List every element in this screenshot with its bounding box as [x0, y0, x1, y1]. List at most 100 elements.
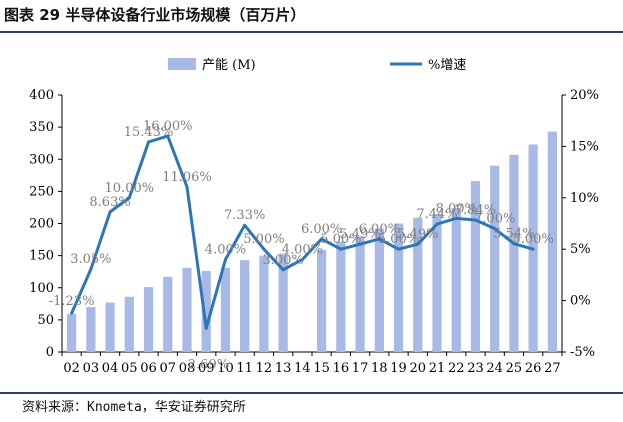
left-tick-label: 300 [29, 152, 54, 167]
x-tick-label: 22 [448, 361, 465, 376]
right-tick-label: 20% [570, 88, 599, 103]
line-data-label: 5.54% [493, 227, 534, 242]
line-point [397, 247, 401, 251]
line-data-label: -1.23% [49, 294, 95, 309]
line-point [416, 242, 420, 246]
line-point [358, 242, 362, 246]
line-point [339, 247, 343, 251]
bar [355, 236, 365, 352]
x-tick-label: 18 [371, 361, 388, 376]
right-tick-label: 5% [570, 242, 591, 257]
bar [490, 165, 500, 352]
line-layer [70, 134, 535, 330]
axes-layer: 050100150200250300350400-5%0%5%10%15%20%… [29, 88, 599, 376]
bar [547, 131, 557, 352]
line-data-label: 5.00% [512, 232, 553, 247]
line-point [435, 222, 439, 226]
line-point [320, 237, 324, 241]
x-tick-label: 16 [333, 361, 350, 376]
x-tick-label: 15 [313, 361, 330, 376]
x-tick-label: 07 [159, 361, 176, 376]
x-tick-label: 19 [390, 361, 407, 376]
line-data-label: 8.63% [89, 195, 130, 210]
bar [67, 314, 77, 352]
bar [317, 249, 327, 352]
x-tick-label: 26 [525, 361, 542, 376]
line-point [70, 311, 74, 315]
x-tick-label: 24 [486, 361, 503, 376]
line-data-label: 4.00% [205, 242, 246, 257]
x-tick-label: 12 [256, 361, 273, 376]
right-tick-label: 10% [570, 191, 599, 206]
bar [393, 223, 404, 352]
x-tick-label: 17 [352, 361, 369, 376]
left-tick-label: 200 [29, 217, 54, 232]
legend-bar-swatch [168, 58, 196, 70]
bar [105, 302, 115, 352]
line-data-label: 6.00% [359, 222, 400, 237]
right-tick-label: 15% [570, 139, 599, 154]
bar [240, 260, 250, 352]
line-point [108, 210, 112, 214]
x-tick-label: 23 [467, 361, 484, 376]
right-tick-label: 0% [570, 294, 591, 309]
left-tick-label: 0 [46, 345, 54, 360]
x-tick-label: 02 [63, 361, 80, 376]
line-data-label: 4.00% [282, 242, 323, 257]
line-data-label: 3.00% [262, 253, 303, 268]
line-data-label: 8.00% [436, 201, 477, 216]
line-point [262, 247, 266, 251]
x-tick-label: 04 [102, 361, 119, 376]
bar [432, 213, 442, 352]
bar [413, 217, 423, 352]
x-tick-label: 10 [217, 361, 234, 376]
x-tick-label: 05 [121, 361, 138, 376]
x-tick-label: 25 [506, 361, 523, 376]
line-point [512, 242, 516, 246]
bar [278, 253, 288, 352]
line-point [127, 196, 131, 200]
line-point [493, 227, 497, 231]
source-note: 资料来源：Knometa，华安证券研究所 [22, 400, 246, 415]
line-point [204, 326, 208, 330]
legend: 产能 (M) %增速 [168, 58, 466, 73]
line-point [185, 185, 189, 189]
bar [201, 271, 211, 352]
line-point [531, 247, 535, 251]
line-data-label: 15.43% [124, 125, 174, 140]
line-data-label: 5.00% [320, 232, 361, 247]
right-tick-label: -5% [570, 345, 595, 360]
x-tick-label: 14 [294, 361, 311, 376]
line-data-label: 5.49% [397, 227, 438, 242]
bar [451, 208, 461, 352]
source-rule [0, 392, 623, 394]
line-data-label: 5.49% [339, 227, 380, 242]
line-point [243, 223, 247, 227]
bars-layer [67, 131, 557, 352]
x-tick-label: 06 [140, 361, 157, 376]
line-point [89, 267, 93, 271]
bar [509, 154, 519, 352]
left-tick-label: 350 [29, 120, 54, 135]
line-data-label: 10.00% [105, 181, 155, 196]
line-data-label: 7.84% [455, 203, 496, 218]
left-tick-label: 250 [29, 184, 54, 199]
line-data-label: -2.69% [183, 357, 229, 372]
left-tick-label: 150 [29, 249, 54, 264]
line-point [166, 134, 170, 138]
x-tick-label: 08 [179, 361, 196, 376]
bar [163, 276, 173, 352]
data-labels-layer: -1.23% 3.05% 8.63%10.00% 15.43%16.00% 11.06%… [49, 119, 554, 372]
bar [220, 267, 231, 352]
x-tick-label: 20 [409, 361, 426, 376]
line-data-label: 5.00% [378, 232, 419, 247]
line-point [377, 237, 381, 241]
line-data-label: 16.00% [143, 119, 193, 134]
line-point [147, 140, 151, 144]
bar [336, 241, 346, 352]
line-point [223, 257, 227, 261]
left-tick-label: 50 [37, 313, 54, 328]
legend-bar-label: 产能 (M) [202, 58, 256, 73]
left-tick-label: 400 [29, 88, 54, 103]
